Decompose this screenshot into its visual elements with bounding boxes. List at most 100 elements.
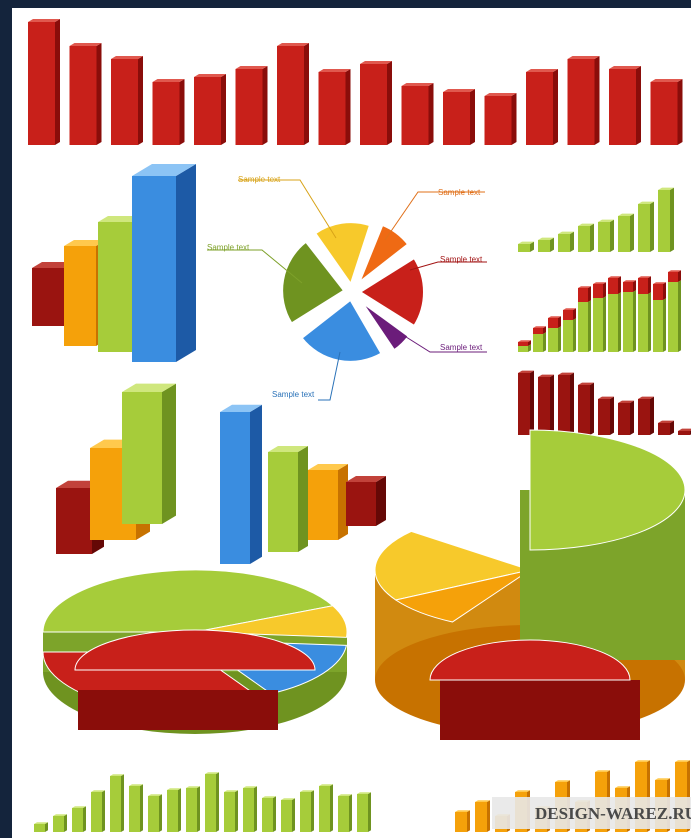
bar-front	[220, 412, 250, 564]
bar-top	[609, 66, 641, 69]
bar-side	[594, 56, 600, 145]
bar-front	[623, 282, 633, 292]
bar-top	[443, 89, 475, 92]
bar-top	[318, 69, 351, 72]
bar-top	[148, 794, 162, 796]
bar-side	[543, 326, 546, 334]
bar-top	[638, 396, 654, 399]
pie-slice	[356, 223, 410, 286]
bar-side	[176, 164, 196, 362]
bar-front	[401, 86, 429, 145]
bar-front	[69, 46, 97, 145]
bar-side	[338, 464, 348, 540]
bar-side	[45, 822, 48, 832]
bar-front	[518, 373, 530, 435]
bar-side	[345, 69, 351, 145]
bar-top	[658, 187, 674, 190]
bar-top	[518, 370, 534, 373]
bar-side	[64, 814, 67, 832]
bar-front	[132, 176, 176, 362]
bar-side	[138, 56, 143, 145]
bar-side	[558, 326, 561, 352]
bar-front	[548, 328, 558, 352]
decoration	[28, 19, 691, 832]
bar-top	[623, 280, 636, 282]
bar-front	[34, 824, 45, 832]
bar-front	[578, 288, 588, 302]
leader-line	[384, 191, 485, 241]
bar-top	[555, 780, 570, 782]
bar-top	[186, 786, 200, 788]
bar-front	[638, 204, 650, 252]
bar-side	[618, 276, 621, 294]
bar-front	[148, 796, 159, 832]
bar-side	[235, 790, 238, 832]
bar-side	[678, 270, 681, 282]
bar-side	[387, 61, 392, 145]
bar-top	[635, 760, 650, 762]
bar-top	[593, 282, 606, 284]
bar-top	[558, 231, 574, 234]
bar-front	[319, 786, 330, 832]
pie3d-slice	[74, 629, 316, 671]
bar-side	[630, 213, 634, 252]
bar-front	[533, 328, 543, 334]
bar-top	[194, 74, 226, 77]
bar-front	[98, 222, 132, 352]
bar-side	[298, 446, 308, 552]
pie3d-slice	[42, 569, 334, 633]
bar-top	[220, 404, 262, 412]
bar-side	[650, 201, 654, 252]
bar-top	[346, 476, 386, 482]
bar-front	[281, 800, 292, 832]
bar-front	[533, 334, 543, 352]
bar-front	[111, 59, 138, 145]
bar-top	[268, 446, 308, 452]
bar-top	[515, 790, 530, 792]
bar-top	[167, 788, 181, 790]
bar-top	[455, 810, 470, 812]
bar-front	[518, 342, 528, 346]
bar-front	[484, 96, 512, 145]
bar-side	[636, 66, 641, 145]
bar-top	[538, 374, 554, 377]
bar-front	[638, 399, 650, 435]
bar-side	[428, 83, 434, 145]
bar-top	[658, 420, 674, 423]
bar-front	[194, 77, 221, 145]
bar-top	[357, 792, 371, 794]
bar-front	[357, 794, 368, 832]
bar-top	[111, 56, 143, 59]
bar-front	[338, 796, 349, 832]
bar-top	[300, 790, 314, 792]
pie-label: Sample text	[207, 243, 250, 252]
bar-side	[553, 69, 558, 145]
bar-top	[129, 784, 143, 786]
bar-front	[122, 392, 162, 524]
bar-side	[543, 332, 546, 352]
bar-top	[598, 219, 614, 222]
bar-top	[401, 83, 434, 86]
bar-side	[648, 292, 651, 352]
bar-top	[598, 396, 614, 399]
bar-front	[167, 790, 178, 832]
bar-top	[28, 19, 60, 22]
bar-top	[360, 61, 392, 64]
pie3d-side	[440, 680, 640, 740]
bar-top	[638, 201, 654, 204]
bar-side	[633, 290, 636, 352]
bar-side	[96, 43, 102, 145]
bar-side	[603, 296, 606, 352]
bar-front	[268, 452, 298, 552]
bar-side	[610, 219, 614, 252]
bar-front	[346, 482, 376, 526]
bar-top	[518, 241, 534, 244]
bar-front	[593, 284, 603, 298]
bar-front	[235, 69, 263, 145]
bar-side	[349, 794, 352, 832]
bar-side	[179, 79, 185, 145]
bar-front	[578, 302, 588, 352]
bar-front	[455, 812, 467, 832]
bar-side	[677, 79, 683, 145]
